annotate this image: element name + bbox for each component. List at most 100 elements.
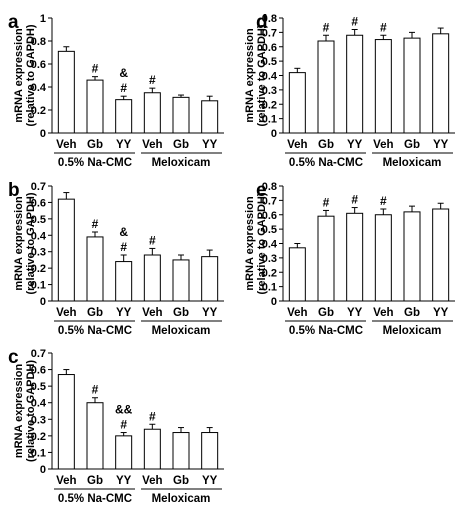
x-tick-label-b-5: YY xyxy=(202,307,218,319)
significance-mark-a-3-0: # xyxy=(149,73,156,87)
y-axis-label-a-line-2: (relative to GAPDH) xyxy=(25,24,37,126)
y-tick-label-c-4: 0.4 xyxy=(31,398,47,410)
x-tick-label-d-0: Veh xyxy=(287,139,307,151)
bar-a-2 xyxy=(115,99,133,134)
bar-e-2 xyxy=(346,212,364,302)
bar-c-0 xyxy=(57,374,75,470)
y-tick-label-e-7: 0.7 xyxy=(262,195,277,207)
bar-d-2 xyxy=(346,34,364,134)
significance-mark-b-3-0: # xyxy=(149,233,156,247)
y-tick-label-a-2: 0.4 xyxy=(31,82,47,94)
x-tick-label-a-3: Veh xyxy=(142,139,162,151)
y-tick-label-d-2: 0.2 xyxy=(262,99,277,111)
y-tick-label-e-3: 0.3 xyxy=(262,253,277,265)
x-tick-label-b-3: Veh xyxy=(142,307,162,319)
significance-mark-c-3-0: # xyxy=(149,409,156,423)
y-axis-label-a-line-1: mRNA expression xyxy=(13,28,25,123)
y-axis-label-c-line-2: (relative to GAPDH) xyxy=(25,360,37,462)
significance-mark-d-3-0: # xyxy=(380,20,387,34)
y-tick-label-d-4: 0.4 xyxy=(262,71,278,83)
significance-mark-d-2-0: # xyxy=(351,15,358,29)
y-tick-label-d-5: 0.5 xyxy=(262,56,277,68)
y-axis-label-c-line-1: mRNA expression xyxy=(13,364,25,459)
y-tick-label-e-1: 0.1 xyxy=(262,282,277,294)
y-axis-label-b-line-2: (relative to GAPDH) xyxy=(25,192,37,294)
x-tick-label-d-1: Gb xyxy=(318,139,334,151)
x-tick-label-a-2: YY xyxy=(116,139,132,151)
y-tick-label-a-1: 0.2 xyxy=(31,105,46,117)
bar-b-4 xyxy=(172,259,190,302)
group-label-a-0: 0.5% Na-CMC xyxy=(58,157,132,169)
significance-mark-b-2-1: & xyxy=(119,225,128,239)
group-label-c-0: 0.5% Na-CMC xyxy=(58,493,132,505)
x-tick-label-b-0: Veh xyxy=(56,307,76,319)
y-tick-label-a-5: 1 xyxy=(40,13,46,25)
bar-c-3 xyxy=(143,428,161,470)
y-tick-label-b-7: 0.7 xyxy=(31,181,46,193)
x-tick-label-a-4: Gb xyxy=(173,139,189,151)
x-tick-label-a-5: YY xyxy=(202,139,218,151)
bar-d-4 xyxy=(403,37,421,134)
bar-c-5 xyxy=(201,432,219,470)
y-axis-label-d-line-2: (relative to GAPDH) xyxy=(256,24,268,126)
bar-c-2 xyxy=(115,435,133,470)
bar-b-1 xyxy=(86,236,104,302)
y-tick-label-a-4: 0.8 xyxy=(31,36,46,48)
x-tick-label-c-2: YY xyxy=(116,475,132,487)
y-tick-label-c-0: 0 xyxy=(40,464,46,476)
bar-b-0 xyxy=(57,198,75,302)
x-tick-label-e-2: YY xyxy=(347,307,363,319)
y-axis-label-d-line-1: mRNA expression xyxy=(244,28,256,123)
y-tick-label-b-1: 0.1 xyxy=(31,280,46,292)
y-tick-label-b-3: 0.3 xyxy=(31,247,46,259)
y-tick-label-c-6: 0.6 xyxy=(31,365,46,377)
panel-label-c: c xyxy=(8,347,19,368)
bar-e-3 xyxy=(374,214,392,302)
panel-label-a: a xyxy=(8,12,19,33)
y-tick-label-c-7: 0.7 xyxy=(31,348,46,360)
y-tick-label-c-5: 0.5 xyxy=(31,381,46,393)
x-tick-label-e-1: Gb xyxy=(318,307,334,319)
bar-a-1 xyxy=(86,79,104,134)
panel-label-e: e xyxy=(256,180,267,201)
x-tick-label-e-5: YY xyxy=(433,307,449,319)
x-tick-label-c-3: Veh xyxy=(142,475,162,487)
x-tick-label-d-5: YY xyxy=(433,139,449,151)
y-tick-label-e-2: 0.2 xyxy=(262,267,277,279)
y-tick-label-e-0: 0 xyxy=(271,296,277,308)
group-label-e-0: 0.5% Na-CMC xyxy=(289,325,363,337)
bar-b-2 xyxy=(115,261,133,302)
x-tick-label-c-0: Veh xyxy=(56,475,76,487)
y-tick-label-b-4: 0.4 xyxy=(31,230,47,242)
significance-mark-e-3-0: # xyxy=(380,194,387,208)
bar-b-5 xyxy=(201,256,219,302)
group-label-b-1: Meloxicam xyxy=(152,325,211,337)
y-tick-label-d-6: 0.6 xyxy=(262,42,277,54)
x-tick-label-a-0: Veh xyxy=(56,139,76,151)
x-tick-label-d-2: YY xyxy=(347,139,363,151)
y-tick-label-e-6: 0.6 xyxy=(262,210,277,222)
x-tick-label-e-4: Gb xyxy=(404,307,420,319)
group-label-a-1: Meloxicam xyxy=(152,157,211,169)
bar-c-1 xyxy=(86,402,104,470)
significance-mark-b-2-0: # xyxy=(120,240,127,254)
significance-mark-a-2-1: & xyxy=(119,66,128,80)
bar-e-0 xyxy=(288,247,306,302)
y-tick-label-b-0: 0 xyxy=(40,296,46,308)
x-tick-label-e-0: Veh xyxy=(287,307,307,319)
panel-label-d: d xyxy=(256,12,268,33)
significance-mark-a-1-0: # xyxy=(92,62,99,76)
y-tick-label-a-0: 0 xyxy=(40,128,46,140)
significance-mark-c-1-0: # xyxy=(92,383,99,397)
y-tick-label-e-4: 0.4 xyxy=(262,239,278,251)
significance-mark-d-1-0: # xyxy=(323,20,330,34)
y-tick-label-e-5: 0.5 xyxy=(262,224,277,236)
x-tick-label-b-1: Gb xyxy=(87,307,103,319)
y-axis-label-e-line-2: (relative to GAPDH) xyxy=(256,192,268,294)
x-tick-label-b-2: YY xyxy=(116,307,132,319)
bar-d-1 xyxy=(317,40,335,134)
panel-label-b: b xyxy=(8,180,20,201)
y-tick-label-c-3: 0.3 xyxy=(31,414,46,426)
bar-e-5 xyxy=(432,208,450,302)
y-tick-label-b-2: 0.2 xyxy=(31,263,46,275)
